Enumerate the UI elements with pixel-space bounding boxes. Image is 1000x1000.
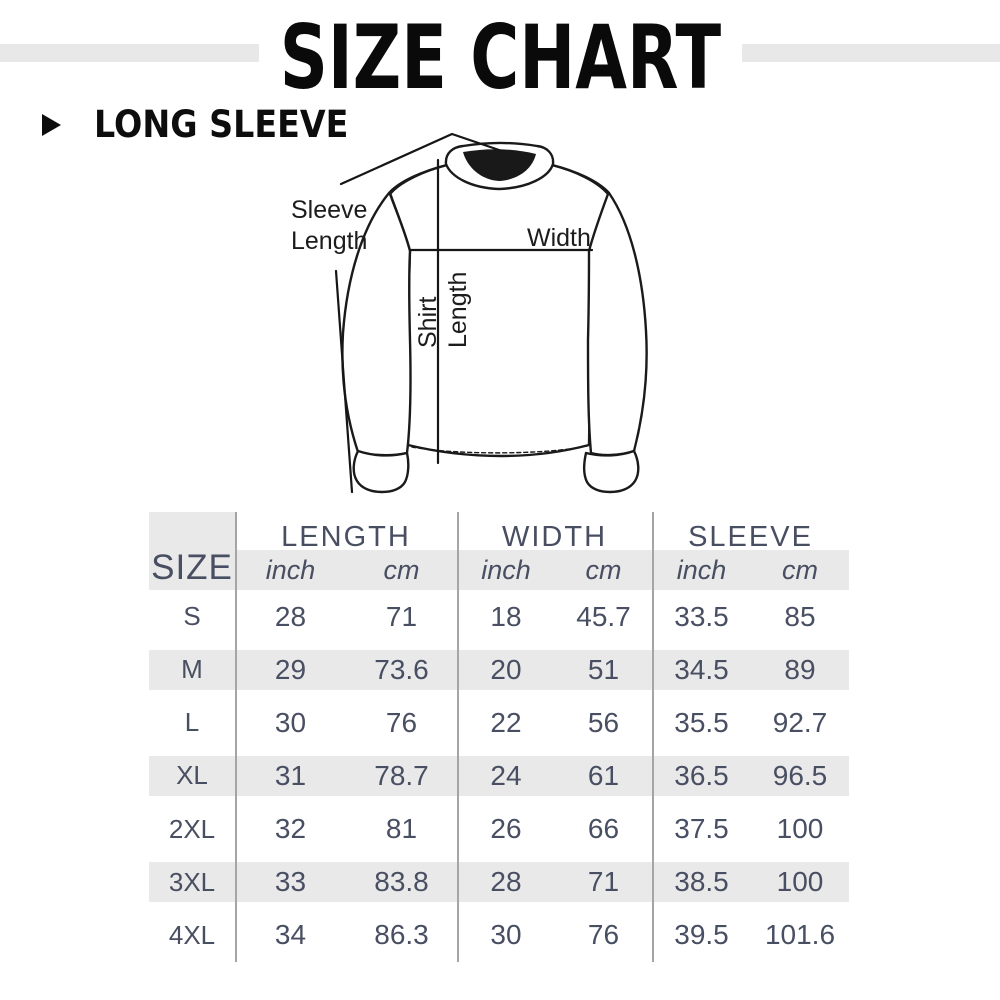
sleeve-length-label-line1: Sleeve	[291, 196, 367, 224]
table-units-header-row: inch cm inch cm inch cm	[149, 550, 849, 590]
row-value-4: 37.5	[674, 813, 729, 845]
title-decor-bar-left	[0, 44, 259, 62]
table-group-header-row: LENGTH WIDTH SLEEVE	[149, 512, 849, 553]
table-row-l: L 30 76 22 56 35.5 92.7	[149, 696, 849, 749]
unit-header-1: cm	[383, 554, 420, 585]
table-row-m: M 29 73.6 20 51 34.5 89	[149, 643, 849, 696]
unit-header-3: cm	[585, 554, 622, 585]
row-size-label: 3XL	[168, 866, 216, 897]
row-value-5: 100	[776, 866, 824, 898]
row-value-3: 61	[587, 759, 620, 791]
row-value-1: 83.8	[374, 866, 429, 898]
page-title: SIZE CHART	[279, 6, 721, 109]
column-divider-2	[652, 512, 654, 962]
table-row-xl: XL 31 78.7 24 61 36.5 96.5	[149, 749, 849, 802]
row-stripe-band	[149, 862, 849, 903]
sleeve-length-leader-line	[339, 132, 504, 186]
shirt-length-label-word2: Length	[444, 272, 472, 348]
row-size-label: XL	[176, 760, 208, 791]
row-value-4: 34.5	[674, 653, 729, 685]
table-row-2xl: 2XL 32 81 26 66 37.5 100	[149, 803, 849, 856]
row-value-1: 76	[385, 706, 418, 738]
unit-header-4: inch	[676, 554, 727, 585]
right-cuff	[583, 449, 640, 494]
group-header-length: LENGTH	[281, 521, 411, 553]
row-value-3: 71	[587, 866, 620, 898]
units-row-background	[149, 550, 849, 590]
row-value-3: 51	[587, 653, 620, 685]
row-value-2: 30	[490, 919, 522, 951]
row-size-label: S	[183, 601, 201, 632]
row-value-4: 33.5	[674, 600, 729, 632]
row-value-5: 92.7	[772, 706, 828, 738]
title-decor-bar-right	[742, 44, 1000, 62]
row-value-0: 33	[274, 866, 307, 898]
column-divider-0	[235, 512, 237, 962]
table-body: S 28 71 18 45.7 33.5 85 M 29 73.6 20 51 34.5 89 L 30 76 2…	[149, 590, 849, 962]
unit-header-0: inch	[265, 554, 316, 585]
group-header-sleeve: SLEEVE	[688, 521, 813, 553]
width-label: Width	[527, 224, 591, 252]
row-value-4: 38.5	[674, 866, 729, 898]
unit-header-2: inch	[481, 554, 531, 585]
row-value-5: 89	[784, 653, 816, 685]
row-value-4: 35.5	[674, 706, 729, 738]
table-row-s: S 28 71 18 45.7 33.5 85	[149, 590, 849, 643]
collar-opening-dark	[463, 149, 536, 181]
table-row-3xl: 3XL 33 83.8 28 71 38.5 100	[149, 856, 849, 909]
row-value-2: 24	[490, 759, 522, 791]
unit-header-5: cm	[782, 554, 818, 585]
triangle-bullet-icon	[42, 113, 61, 136]
row-value-1: 71	[385, 600, 418, 632]
left-cuff	[352, 449, 410, 494]
column-divider-1	[457, 512, 459, 962]
row-stripe-band	[149, 649, 849, 690]
row-value-2: 22	[490, 706, 522, 738]
row-value-1: 73.6	[374, 653, 429, 685]
row-value-5: 101.6	[764, 919, 836, 951]
row-value-2: 18	[490, 600, 522, 632]
size-column-header: SIZE	[151, 548, 233, 587]
row-value-2: 20	[490, 653, 522, 685]
row-value-3: 66	[587, 813, 620, 845]
row-value-3: 56	[587, 706, 620, 738]
sleeve-length-measure-line	[334, 269, 354, 494]
row-value-0: 28	[274, 600, 307, 632]
shirt-length-label-word1: Shirt	[414, 297, 442, 348]
subtitle-label: LONG SLEEVE	[94, 103, 349, 146]
row-value-0: 30	[274, 706, 307, 738]
row-value-5: 100	[776, 813, 824, 845]
row-value-5: 85	[784, 600, 816, 632]
units-header-spacer	[149, 550, 235, 590]
row-value-2: 28	[490, 866, 522, 898]
row-value-1: 86.3	[374, 919, 429, 951]
row-value-0: 34	[274, 919, 307, 951]
row-value-3: 76	[587, 919, 620, 951]
hem-stitch-line	[411, 445, 588, 454]
sleeve-length-label-line2: Length	[291, 227, 367, 255]
row-value-4: 39.5	[674, 919, 729, 951]
subtitle-row: LONG SLEEVE	[42, 103, 377, 146]
row-value-0: 31	[274, 759, 307, 791]
row-value-5: 96.5	[772, 759, 828, 791]
table-row-4xl: 4XL 34 86.3 30 76 39.5 101.6	[149, 909, 849, 962]
row-value-1: 81	[385, 813, 418, 845]
row-value-0: 29	[274, 653, 307, 685]
row-size-label: L	[184, 707, 200, 738]
row-size-label: 4XL	[168, 919, 216, 950]
row-size-label: M	[181, 654, 203, 685]
size-table: LENGTH WIDTH SLEEVE SIZE inch cm inch cm inch c…	[149, 512, 849, 962]
row-stripe-band	[149, 755, 849, 796]
row-value-2: 26	[490, 813, 522, 845]
row-value-3: 45.7	[576, 600, 631, 632]
row-value-1: 78.7	[374, 759, 429, 791]
group-header-width: WIDTH	[501, 521, 608, 553]
row-value-0: 32	[274, 813, 307, 845]
row-value-4: 36.5	[674, 759, 729, 791]
row-size-label: 2XL	[168, 813, 216, 844]
